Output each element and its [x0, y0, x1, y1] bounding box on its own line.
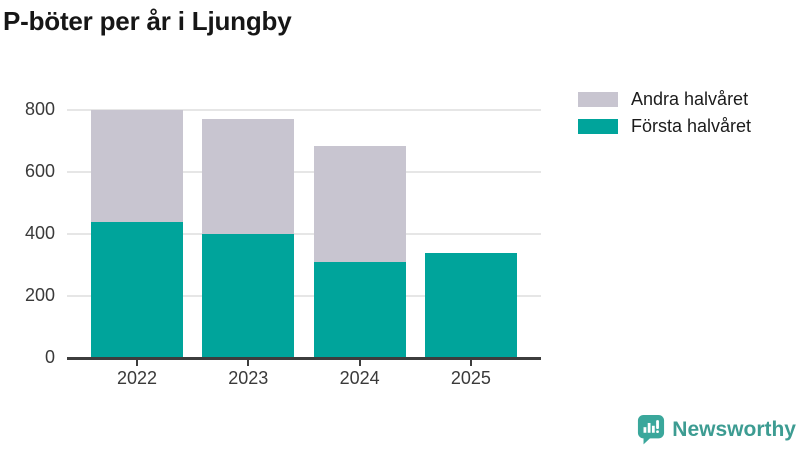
chart-title: P-böter per år i Ljungby — [3, 6, 292, 36]
bar-forsta-halvaret-2023 — [202, 234, 295, 358]
x-axis-label-2025: 2025 — [450, 368, 491, 388]
legend-item-andra-halvaret: Andra halvåret — [578, 88, 751, 109]
bar-andra-halvaret-2023 — [202, 119, 295, 234]
bar-andra-halvaret-2024 — [313, 145, 406, 262]
newsworthy-logo-icon — [638, 415, 665, 445]
y-axis-label-800: 800 — [24, 99, 55, 119]
x-axis-label-2022: 2022 — [116, 368, 158, 388]
x-axis-line — [67, 357, 541, 360]
legend-swatch-andra-halvaret — [578, 91, 618, 107]
newsworthy-logo-text: Newsworthy — [672, 417, 796, 441]
x-axis-label-2024: 2024 — [339, 368, 380, 388]
legend-label-forsta-halvaret: Första halvåret — [631, 115, 752, 136]
legend-swatch-forsta-halvaret — [578, 118, 618, 134]
gridline-600 — [67, 171, 541, 173]
legend-label-andra-halvaret: Andra halvåret — [631, 88, 749, 109]
bar-forsta-halvaret-2022 — [91, 221, 183, 358]
legend-item-forsta-halvaret: Första halvåret — [578, 115, 752, 136]
y-axis-label-400: 400 — [24, 223, 55, 243]
legend: Andra halvåret Första halvåret — [578, 88, 752, 145]
x-axis-label-2023: 2023 — [228, 368, 269, 388]
y-axis-label-0: 0 — [44, 347, 55, 367]
x-tick-2022 — [136, 360, 138, 366]
gridline-400 — [67, 233, 541, 235]
x-tick-2025 — [469, 360, 472, 366]
newsworthy-logo[interactable]: Newsworthy — [637, 414, 796, 445]
y-axis-label-600: 600 — [24, 161, 55, 181]
x-tick-2023 — [247, 360, 250, 366]
gridline-800 — [67, 109, 541, 111]
y-axis-label-200: 200 — [24, 285, 55, 305]
gridline-200 — [67, 295, 541, 297]
bar-andra-halvaret-2022 — [91, 110, 183, 222]
bar-forsta-halvaret-2024 — [313, 261, 406, 358]
bar-forsta-halvaret-2025 — [424, 252, 517, 358]
x-tick-2024 — [358, 360, 361, 366]
